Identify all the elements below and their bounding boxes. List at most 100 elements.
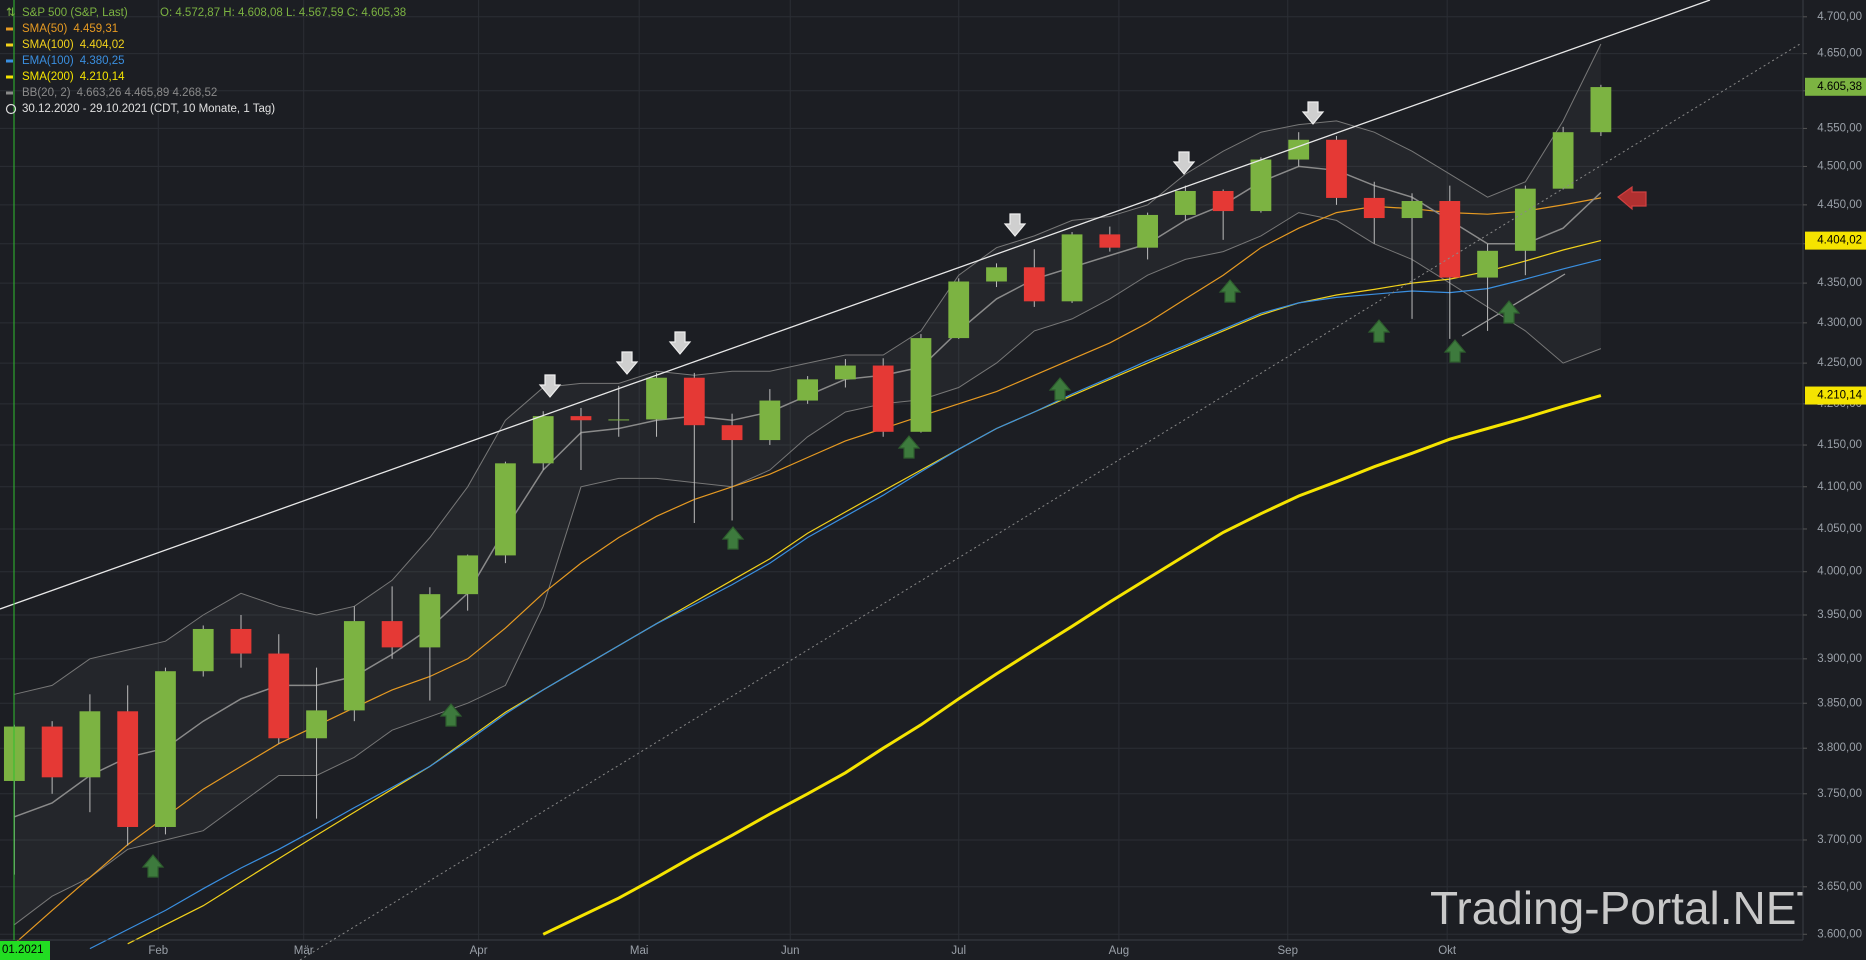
candle-body <box>1023 267 1045 302</box>
candle-body <box>948 281 970 339</box>
arrow-marker <box>439 703 463 727</box>
candle-body <box>1326 139 1347 198</box>
candle-body <box>41 726 63 778</box>
candle-body <box>910 338 932 432</box>
arrow-marker <box>668 331 692 355</box>
arrow-marker <box>1003 213 1027 237</box>
x-tick-badge <box>0 941 50 960</box>
candle-body <box>1099 234 1121 248</box>
arrow-marker <box>1048 377 1072 401</box>
candle-body <box>570 416 592 421</box>
indicator-line <box>127 240 1602 945</box>
x-tick-label: Okt <box>1438 945 1457 957</box>
range-note: (CDT, 10 Monate, 1 Tag) <box>150 103 275 115</box>
grid <box>0 0 1803 940</box>
candle-body <box>306 710 327 739</box>
legend-value: 4.663,26 4.465,89 4.268,52 <box>77 87 218 99</box>
legend-value: 4.404,02 <box>80 39 125 51</box>
candle-body <box>457 555 479 595</box>
candle-body <box>343 621 365 711</box>
candle-body <box>381 621 403 648</box>
candle-body <box>1552 132 1574 189</box>
candle-body <box>721 425 743 441</box>
y-tick-label: 3.750,00 <box>1817 788 1862 800</box>
arrow-marker <box>1172 151 1196 175</box>
arrow-marker <box>897 435 921 459</box>
price-badge <box>1805 231 1866 250</box>
bollinger-upper <box>14 43 1602 695</box>
candle-body <box>117 711 139 827</box>
price-badge <box>1805 77 1866 96</box>
candle-body <box>759 400 781 441</box>
indicator-line <box>89 258 1602 950</box>
candle-body <box>1363 197 1385 219</box>
arrow-marker <box>721 526 745 550</box>
y-tick-label: 4.450,00 <box>1817 199 1862 211</box>
y-tick-label: 3.850,00 <box>1817 697 1862 709</box>
candle-body <box>1137 214 1158 248</box>
arrow-marker <box>1367 319 1391 343</box>
price-badge-label: 4.210,14 <box>1817 390 1862 402</box>
date-range: 30.12.2020 - 29.10.2021 <box>22 103 147 115</box>
candle-body <box>419 594 441 648</box>
y-tick-label: 4.050,00 <box>1817 523 1862 535</box>
y-tick-label: 4.500,00 <box>1817 160 1862 172</box>
x-tick-label: Mai <box>630 945 649 957</box>
arrow-marker <box>1301 101 1325 125</box>
candle-body <box>1514 188 1536 251</box>
y-tick-label: 3.800,00 <box>1817 742 1862 754</box>
y-tick-label: 4.000,00 <box>1817 566 1862 578</box>
legend-swatch <box>6 27 13 31</box>
x-tick-label: Apr <box>470 945 488 957</box>
x-tick-label: Jul <box>951 945 966 957</box>
candle-body <box>495 463 516 556</box>
y-tick-label: 4.300,00 <box>1817 317 1862 329</box>
arrow-marker <box>1443 339 1467 363</box>
price-badge-label: 4.404,02 <box>1817 235 1862 247</box>
y-tick-label: 4.150,00 <box>1817 439 1862 451</box>
bollinger-lower <box>14 212 1602 926</box>
candle-body <box>1174 190 1196 215</box>
legend-icon: ⇅ <box>6 7 16 19</box>
arrow-marker <box>538 374 562 398</box>
legend-value: 4.380,25 <box>80 55 125 67</box>
y-tick-label: 3.600,00 <box>1817 928 1862 940</box>
candle-body <box>155 671 176 827</box>
y-tick-label: 4.250,00 <box>1817 357 1862 369</box>
candle-body <box>192 628 214 672</box>
candle-body <box>683 377 705 426</box>
price-badge <box>1805 386 1866 405</box>
candle-body <box>230 628 252 654</box>
plot-area <box>3 43 1612 950</box>
candle-body <box>268 653 290 739</box>
legend: ⇅ S&P 500 (S&P, Last) O: 4.572,87 H: 4.6… <box>5 7 406 115</box>
arrow-marker <box>1497 300 1521 324</box>
legend-label: SMA(50) <box>22 23 68 35</box>
bollinger-band-fill <box>14 44 1601 925</box>
x-tick-label: 01.2021 <box>2 944 44 956</box>
axes: 3.600,00 3.650,00 3.700,00 3.750,00 3.800,00… <box>0 11 1866 960</box>
candle-body <box>1212 190 1234 212</box>
candle-body <box>1061 234 1083 302</box>
y-tick-label: 4.350,00 <box>1817 277 1862 289</box>
legend-title: S&P 500 (S&P, Last) <box>22 7 128 19</box>
x-tick-label: Feb <box>148 945 168 957</box>
price-badge-label: 4.605,38 <box>1817 81 1862 93</box>
candle-body <box>797 379 819 401</box>
legend-swatch <box>6 91 13 95</box>
y-tick-label: 3.950,00 <box>1817 609 1862 621</box>
annotations <box>0 0 1801 960</box>
candle-body <box>1401 201 1423 219</box>
x-tick-label: Jun <box>781 945 800 957</box>
y-tick-label: 3.900,00 <box>1817 653 1862 665</box>
legend-label: EMA(100) <box>22 55 74 67</box>
ohlc: O: 4.572,87 H: 4.608,08 L: 4.567,59 C: 4… <box>160 7 406 19</box>
legend-label: SMA(100) <box>22 39 74 51</box>
arrow-marker <box>1218 279 1242 303</box>
candle-body <box>872 365 894 432</box>
arrow-marker <box>1617 185 1647 211</box>
legend-swatch <box>6 75 13 79</box>
candle-body <box>646 377 667 420</box>
x-tick-label: Aug <box>1109 945 1129 957</box>
